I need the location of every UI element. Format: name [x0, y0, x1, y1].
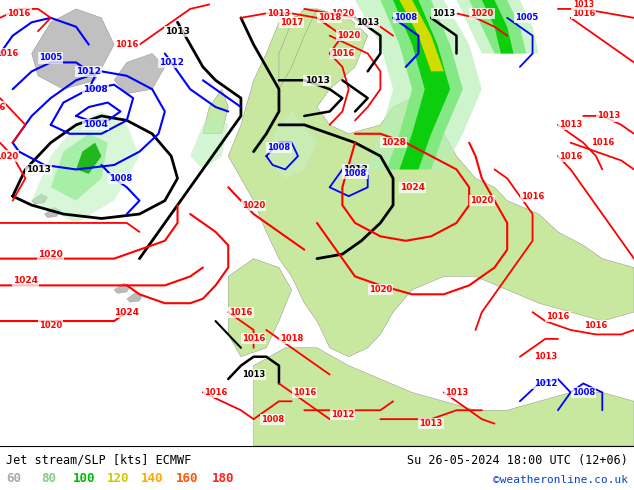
Text: 1016: 1016 — [230, 308, 252, 317]
Text: 100: 100 — [73, 472, 95, 485]
Text: 1020: 1020 — [0, 151, 18, 161]
Polygon shape — [114, 283, 130, 294]
Text: 80: 80 — [41, 472, 56, 485]
Polygon shape — [32, 9, 114, 89]
Text: 1016: 1016 — [559, 151, 582, 161]
Text: 1020: 1020 — [470, 196, 493, 205]
Text: 1016: 1016 — [585, 321, 607, 330]
Text: 1008: 1008 — [109, 174, 132, 183]
Text: 1018: 1018 — [318, 13, 341, 23]
Polygon shape — [228, 259, 292, 357]
Polygon shape — [32, 112, 139, 223]
Text: 1008: 1008 — [394, 13, 417, 23]
Text: 1020: 1020 — [242, 200, 265, 210]
Text: 1016: 1016 — [591, 138, 614, 147]
Text: ©weatheronline.co.uk: ©weatheronline.co.uk — [493, 475, 628, 485]
Polygon shape — [254, 348, 634, 446]
Text: Jet stream/SLP [kts] ECMWF: Jet stream/SLP [kts] ECMWF — [6, 454, 191, 467]
Polygon shape — [393, 0, 450, 170]
Text: 1012: 1012 — [158, 58, 184, 67]
Text: 1008: 1008 — [344, 170, 366, 178]
Text: 1020: 1020 — [38, 250, 63, 259]
Text: 140: 140 — [141, 472, 163, 485]
Text: 1016: 1016 — [8, 9, 30, 18]
Polygon shape — [51, 134, 108, 201]
Text: 1013: 1013 — [573, 0, 594, 9]
Text: 1013: 1013 — [356, 18, 379, 27]
Text: 1008: 1008 — [572, 388, 595, 397]
Text: 1005: 1005 — [515, 13, 538, 23]
Text: 1016: 1016 — [0, 102, 5, 112]
Text: 1013: 1013 — [420, 419, 443, 428]
Text: 1020: 1020 — [39, 321, 62, 330]
Text: 1005: 1005 — [39, 53, 62, 62]
Text: 1013: 1013 — [242, 370, 265, 379]
Text: 1013: 1013 — [165, 27, 190, 36]
Text: 1013: 1013 — [534, 352, 557, 361]
Polygon shape — [203, 89, 228, 134]
Polygon shape — [355, 0, 482, 170]
Polygon shape — [456, 0, 539, 53]
Text: 180: 180 — [212, 472, 234, 485]
Text: 1016: 1016 — [331, 49, 354, 58]
Text: 1020: 1020 — [470, 9, 493, 18]
Polygon shape — [76, 143, 101, 174]
Text: 1018: 1018 — [280, 334, 303, 343]
Text: 1028: 1028 — [380, 138, 406, 147]
Polygon shape — [399, 0, 444, 72]
Polygon shape — [482, 0, 514, 53]
Text: 1020: 1020 — [331, 9, 354, 18]
Text: 1024: 1024 — [13, 276, 38, 285]
Text: 1016: 1016 — [242, 334, 265, 343]
Text: 1012: 1012 — [331, 410, 354, 419]
Text: 1008: 1008 — [82, 85, 108, 94]
Text: 1013: 1013 — [597, 111, 620, 121]
Text: 1016: 1016 — [521, 192, 544, 201]
Text: 1017: 1017 — [280, 18, 303, 27]
Text: 1013: 1013 — [559, 121, 582, 129]
Text: 1016: 1016 — [0, 49, 18, 58]
Polygon shape — [228, 9, 634, 357]
Polygon shape — [279, 9, 317, 89]
Text: 1013: 1013 — [445, 388, 468, 397]
Text: Su 26-05-2024 18:00 UTC (12+06): Su 26-05-2024 18:00 UTC (12+06) — [407, 454, 628, 467]
Text: 1016: 1016 — [572, 9, 595, 18]
Text: 1013: 1013 — [342, 165, 368, 174]
Polygon shape — [114, 53, 165, 94]
Text: 1020: 1020 — [369, 285, 392, 294]
Text: 1024: 1024 — [399, 183, 425, 192]
Text: 1013: 1013 — [25, 165, 51, 174]
Polygon shape — [127, 292, 143, 302]
Text: 1024: 1024 — [114, 308, 139, 317]
Polygon shape — [32, 194, 48, 204]
Text: 60: 60 — [6, 472, 22, 485]
Text: 1008: 1008 — [261, 415, 284, 424]
Text: 120: 120 — [107, 472, 129, 485]
Text: 1008: 1008 — [268, 143, 290, 151]
Text: 1016: 1016 — [115, 40, 138, 49]
Text: 1016: 1016 — [204, 388, 227, 397]
Text: 1013: 1013 — [268, 9, 290, 18]
Text: 160: 160 — [176, 472, 198, 485]
Text: 1016: 1016 — [547, 312, 569, 321]
Text: 1020: 1020 — [337, 31, 360, 40]
Text: 1013: 1013 — [304, 76, 330, 85]
Polygon shape — [380, 0, 463, 170]
Polygon shape — [469, 0, 526, 53]
Text: 1012: 1012 — [534, 379, 557, 388]
Text: 1012: 1012 — [76, 67, 101, 76]
Text: 1013: 1013 — [432, 9, 455, 18]
Polygon shape — [190, 112, 228, 170]
Polygon shape — [266, 112, 317, 178]
Text: 1004: 1004 — [82, 121, 108, 129]
Text: 1016: 1016 — [293, 388, 316, 397]
Polygon shape — [44, 207, 60, 218]
